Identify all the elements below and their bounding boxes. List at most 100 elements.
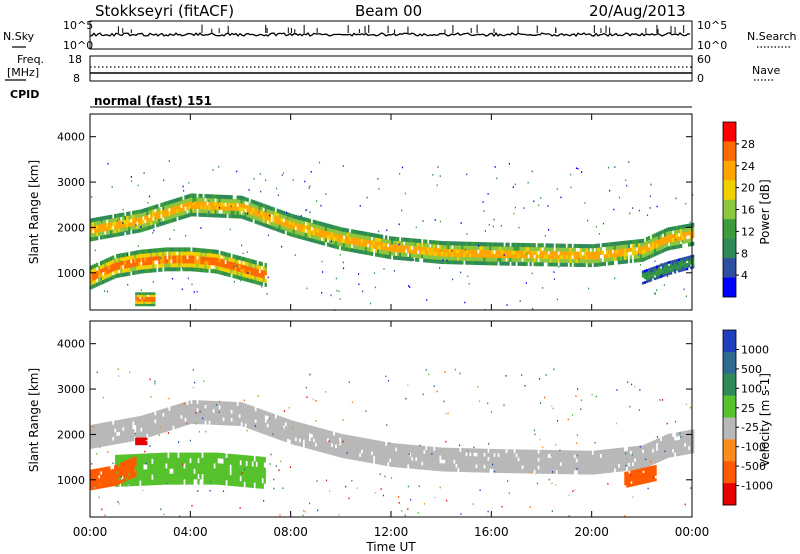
velocity-cell <box>495 449 498 454</box>
velocity-cell <box>100 474 103 479</box>
velocity-cell <box>167 473 170 480</box>
power-cell <box>687 242 691 247</box>
velocity-cell <box>521 461 524 466</box>
power-cell <box>166 263 169 268</box>
velocity-cell <box>665 434 669 439</box>
velocity-cell <box>529 461 532 466</box>
velocity-cell <box>360 457 364 462</box>
velocity-cell <box>96 478 99 483</box>
velocity-cell <box>96 431 99 436</box>
power-cell <box>651 238 655 243</box>
velocity-cell <box>531 457 534 462</box>
velocity-cell <box>190 415 193 420</box>
velocity-cell <box>206 416 209 421</box>
power-cell <box>637 250 641 255</box>
power-cell <box>679 260 683 263</box>
power-cell <box>162 221 165 226</box>
power-cell <box>234 202 237 208</box>
power-cell <box>433 247 436 252</box>
power-cell <box>569 247 572 252</box>
velocity-cell <box>304 424 308 429</box>
velocity-cell <box>659 448 663 454</box>
power-cell <box>140 269 143 274</box>
power-cell <box>481 253 484 258</box>
power-cell <box>143 294 146 298</box>
velocity-cell <box>619 463 623 468</box>
velocity-cell <box>179 479 182 485</box>
power-cell <box>154 248 157 253</box>
velocity-cell <box>116 424 119 429</box>
power-cell <box>485 257 488 262</box>
velocity-cell <box>634 469 637 473</box>
velocity-cell <box>314 430 318 436</box>
power-cell <box>623 244 627 249</box>
velocity-cell <box>551 457 554 463</box>
velocity-cell <box>525 457 528 462</box>
velocity-cell <box>643 448 647 453</box>
power-cell <box>116 228 119 233</box>
power-cell <box>657 250 661 255</box>
power-cell <box>288 224 291 229</box>
power-cell <box>665 273 669 276</box>
power-cell <box>250 278 253 284</box>
velocity-cell <box>675 444 679 449</box>
power-cell <box>543 247 546 252</box>
velocity-cell <box>685 438 689 443</box>
velocity-cell <box>517 453 520 458</box>
power-cell <box>100 224 103 229</box>
velocity-cell <box>240 410 243 415</box>
velocity-cell <box>657 453 661 459</box>
power-cell <box>260 261 263 267</box>
noise-left-tick: 10^5 <box>63 19 93 32</box>
power-cell <box>296 230 299 235</box>
velocity-cell <box>511 461 514 466</box>
velocity-cell <box>119 459 122 466</box>
velocity-cell <box>90 444 93 449</box>
velocity-cell <box>177 479 180 485</box>
scatter-pixel <box>654 292 656 294</box>
power-cell <box>96 262 99 268</box>
velocity-cell <box>411 464 414 469</box>
power-cell <box>242 272 245 277</box>
power-cell <box>222 271 225 276</box>
velocity-cell <box>118 470 121 475</box>
power-cell <box>330 228 334 233</box>
power-cell <box>587 247 590 252</box>
velocity-cell <box>250 425 253 430</box>
velocity-cell <box>106 470 109 474</box>
velocity-cell <box>242 406 245 412</box>
velocity-cell <box>334 448 338 453</box>
power-cell <box>485 249 488 254</box>
power-cell <box>663 267 667 270</box>
velocity-cell <box>346 454 350 459</box>
power-cell <box>611 242 615 247</box>
velocity-cell <box>255 466 258 473</box>
power-cell <box>689 227 693 232</box>
power-cell <box>150 256 153 261</box>
velocity-cell <box>222 413 225 418</box>
velocity-cell <box>437 459 440 464</box>
velocity-cell <box>403 459 406 465</box>
power-cell <box>621 244 625 249</box>
power-cell <box>685 227 689 232</box>
power-cell <box>182 251 185 256</box>
power-cell <box>499 242 502 247</box>
velocity-cell <box>429 450 432 455</box>
velocity-cell <box>469 448 472 453</box>
power-cell <box>316 239 320 244</box>
velocity-cell <box>567 466 570 471</box>
power-cell <box>108 215 111 220</box>
velocity-cell <box>549 461 552 467</box>
velocity-cell <box>98 423 101 428</box>
velocity-cell <box>239 454 242 461</box>
power-cell <box>272 218 275 223</box>
velocity-cell <box>102 467 105 472</box>
velocity-cell <box>519 461 522 466</box>
y-tick-label: 3000 <box>57 176 85 189</box>
power-cell <box>174 251 177 256</box>
velocity-cell <box>637 465 641 470</box>
velocity-cell <box>642 475 645 479</box>
power-cell <box>184 263 187 268</box>
power-cell <box>180 207 183 212</box>
power-cell <box>577 255 580 260</box>
